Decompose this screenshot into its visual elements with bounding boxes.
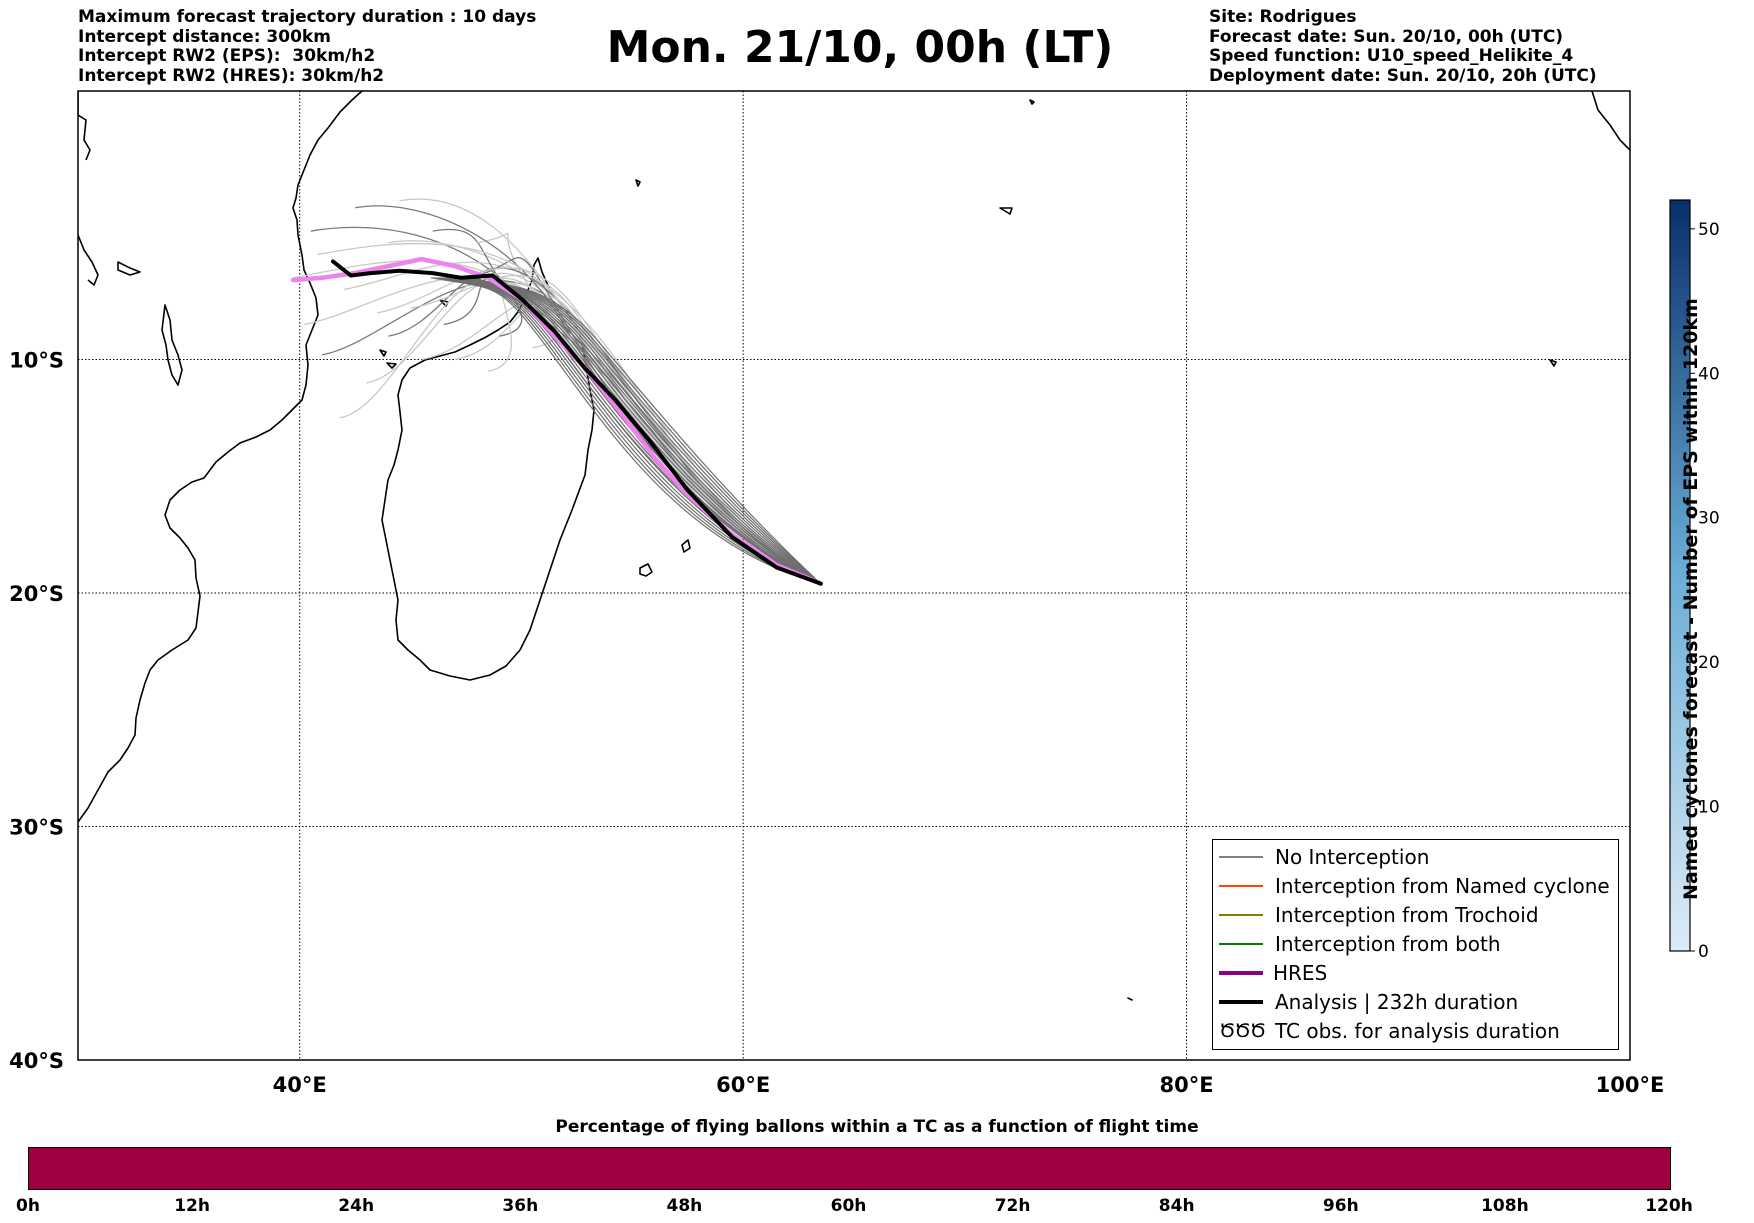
colorbar-title: Named cyclones forecast - Number of EPS … — [1680, 298, 1702, 900]
ensemble-trajectory — [436, 277, 821, 585]
ensemble-trajectory — [475, 277, 822, 585]
legend-label: Interception from both — [1275, 932, 1501, 956]
coastline — [1029, 99, 1035, 105]
header-right-line: Speed function: U10_speed_Helikite_4 — [1209, 46, 1574, 66]
coastline — [78, 234, 99, 286]
lat-tick-label: 40°S — [9, 1049, 64, 1073]
legend-label: HRES — [1273, 961, 1328, 985]
coastline — [635, 179, 641, 187]
legend-label: Interception from Trochoid — [1275, 903, 1539, 927]
legend-label: Interception from Named cyclone — [1275, 874, 1610, 898]
legend: No Interception Interception from Named … — [1212, 839, 1619, 1050]
colorbar-tick-label: 20 — [1698, 653, 1720, 673]
colorbar-tick-label: 30 — [1698, 509, 1720, 529]
lon-tick-label: 100°E — [1596, 1073, 1665, 1097]
lat-tick-label: 10°S — [9, 349, 64, 373]
header-left-line: Maximum forecast trajectory duration : 1… — [78, 7, 537, 27]
analysis-trajectory — [330, 259, 823, 586]
header-right-line: Deployment date: Sun. 20/10, 20h (UTC) — [1209, 65, 1597, 86]
colorbar-tick-label: 0 — [1698, 942, 1709, 962]
timebar-tick-label: 84h — [1158, 1196, 1195, 1216]
colorbar-tick-label: 10 — [1698, 798, 1720, 818]
ensemble-trajectory — [355, 205, 822, 585]
timebar-tick-label: 60h — [830, 1196, 867, 1216]
colorbar-tick-label: 40 — [1698, 364, 1720, 384]
timebar-tick-label: 0h — [16, 1196, 40, 1216]
timebar-tick-label: 36h — [502, 1196, 539, 1216]
header-left-info: Maximum forecast trajectory duration : 1… — [78, 7, 537, 86]
ensemble-trajectory — [433, 277, 821, 585]
coastline — [379, 349, 387, 357]
coastline — [117, 261, 141, 276]
legend-label: Analysis | 232h duration — [1275, 990, 1519, 1014]
map-frame — [77, 90, 1631, 1061]
coastline — [78, 91, 363, 823]
map-content — [78, 91, 1630, 1060]
legend-label: No Interception — [1275, 845, 1430, 869]
coastline — [78, 91, 91, 161]
coastline — [386, 362, 397, 369]
lat-tick-label: 30°S — [9, 816, 64, 840]
coastline — [161, 304, 183, 386]
coastline — [1127, 997, 1133, 1001]
coastline — [1591, 91, 1630, 151]
lon-tick-label: 80°E — [1160, 1073, 1214, 1097]
coastline — [1549, 359, 1557, 367]
map-plot-area: 40°E 60°E 80°E 100°E 10°S 20°S 30°S 40°S — [9, 90, 1665, 1097]
header-left-line: Intercept distance: 300km — [78, 26, 331, 47]
header-right-line: Site: Rodrigues — [1209, 7, 1357, 27]
colorbar-tick-label: 50 — [1698, 220, 1720, 240]
ensemble-trajectory — [532, 307, 821, 585]
tc-symbol-icon: ԾԾԾ — [1219, 1020, 1266, 1042]
coastline — [639, 563, 653, 577]
coastline — [999, 207, 1013, 215]
timebar-tick-label: 12h — [174, 1196, 210, 1216]
legend-label: TC obs. for analysis duration — [1275, 1019, 1560, 1043]
colorbar — [1669, 199, 1691, 952]
lon-tick-label: 40°E — [273, 1073, 327, 1097]
header-left-line: Intercept RW2 (EPS): 30km/h2 — [78, 46, 376, 66]
page-title: Mon. 21/10, 00h (LT) — [606, 22, 1114, 73]
timebar-tick-label: 48h — [666, 1196, 703, 1216]
timebar-tick-label: 108h — [1481, 1196, 1529, 1216]
ensemble-trajectory — [317, 242, 822, 585]
header-left-line: Intercept RW2 (HRES): 30km/h2 — [78, 65, 385, 86]
timebar-title: Percentage of flying ballons within a TC… — [555, 1117, 1199, 1137]
coastline — [681, 539, 691, 553]
timebar — [28, 1147, 1671, 1190]
ensemble-trajectory — [430, 277, 821, 585]
lon-tick-label: 60°E — [716, 1073, 770, 1097]
timebar-tick-label: 24h — [338, 1196, 375, 1216]
header-right-line: Forecast date: Sun. 20/10, 00h (UTC) — [1209, 26, 1564, 47]
lat-tick-label: 20°S — [9, 582, 64, 606]
timebar-tick-label: 96h — [1322, 1196, 1359, 1216]
timebar-tick-label: 120h — [1645, 1196, 1693, 1216]
header-right-info: Site: Rodrigues Forecast date: Sun. 20/1… — [1209, 7, 1597, 86]
timebar-tick-label: 72h — [994, 1196, 1031, 1216]
